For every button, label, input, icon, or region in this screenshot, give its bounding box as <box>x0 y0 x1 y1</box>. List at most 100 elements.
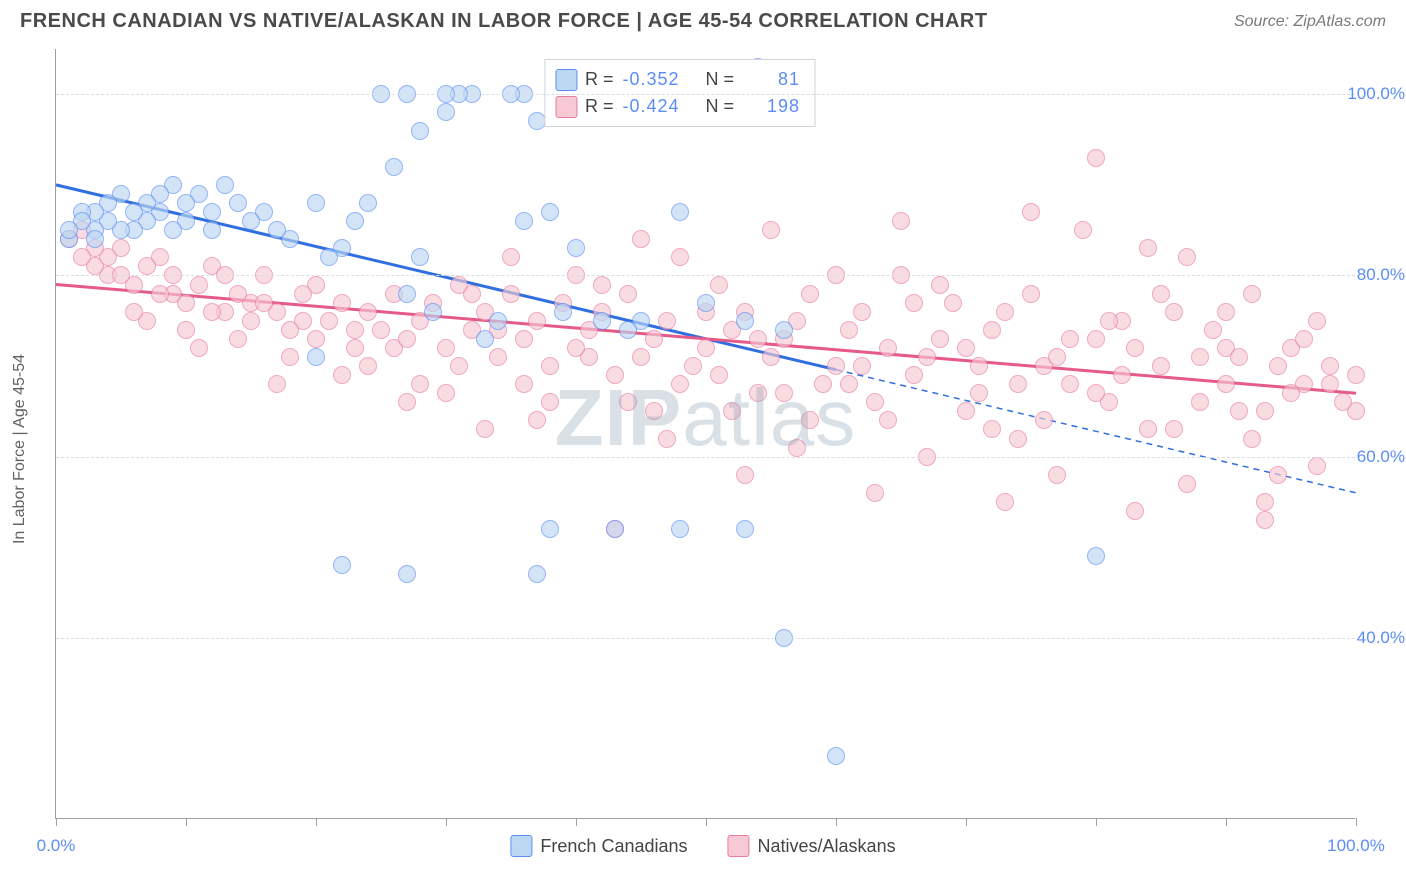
scatter-point-series-1 <box>307 330 325 348</box>
scatter-point-series-1 <box>931 276 949 294</box>
scatter-point-series-0 <box>411 248 429 266</box>
scatter-point-series-1 <box>970 357 988 375</box>
scatter-point-series-1 <box>1022 203 1040 221</box>
scatter-point-series-1 <box>671 248 689 266</box>
scatter-point-series-0 <box>60 221 78 239</box>
scatter-point-series-1 <box>125 303 143 321</box>
r-label: R = <box>585 93 614 120</box>
scatter-point-series-1 <box>437 384 455 402</box>
y-tick-label: 80.0% <box>1345 265 1405 285</box>
scatter-point-series-0 <box>528 565 546 583</box>
scatter-point-series-1 <box>1282 384 1300 402</box>
scatter-point-series-1 <box>1269 466 1287 484</box>
scatter-point-series-1 <box>281 321 299 339</box>
scatter-point-series-1 <box>1178 475 1196 493</box>
legend-item-0: French Canadians <box>510 835 687 857</box>
scatter-point-series-1 <box>502 248 520 266</box>
scatter-point-series-1 <box>1230 402 1248 420</box>
scatter-point-series-0 <box>320 248 338 266</box>
scatter-point-series-1 <box>1308 312 1326 330</box>
gridline-y <box>56 638 1355 639</box>
gridline-y <box>56 457 1355 458</box>
scatter-point-series-1 <box>775 384 793 402</box>
scatter-point-series-1 <box>710 366 728 384</box>
stats-row-1: R = -0.424 N = 198 <box>555 93 800 120</box>
scatter-point-series-0 <box>437 103 455 121</box>
scatter-point-series-1 <box>788 439 806 457</box>
scatter-point-series-1 <box>996 303 1014 321</box>
scatter-point-series-1 <box>177 294 195 312</box>
scatter-point-series-1 <box>333 366 351 384</box>
scatter-point-series-1 <box>749 330 767 348</box>
scatter-point-series-1 <box>346 321 364 339</box>
x-tick <box>446 818 447 826</box>
x-tick <box>1356 818 1357 826</box>
scatter-point-series-1 <box>1165 420 1183 438</box>
legend-label-1: Natives/Alaskans <box>758 836 896 857</box>
scatter-point-series-1 <box>866 484 884 502</box>
scatter-point-series-1 <box>1165 303 1183 321</box>
scatter-point-series-1 <box>476 420 494 438</box>
scatter-point-series-1 <box>294 285 312 303</box>
scatter-point-series-1 <box>606 366 624 384</box>
scatter-point-series-1 <box>1321 357 1339 375</box>
scatter-point-series-1 <box>1100 312 1118 330</box>
scatter-point-series-0 <box>177 194 195 212</box>
scatter-point-series-0 <box>242 212 260 230</box>
scatter-point-series-0 <box>229 194 247 212</box>
plot-area: R = -0.352 N = 81 R = -0.424 N = 198 ZIP… <box>55 49 1355 819</box>
x-tick <box>186 818 187 826</box>
scatter-point-series-0 <box>697 294 715 312</box>
scatter-point-series-1 <box>892 212 910 230</box>
legend-swatch-1 <box>728 835 750 857</box>
r-value-0: -0.352 <box>622 66 680 93</box>
scatter-point-series-1 <box>736 466 754 484</box>
scatter-point-series-1 <box>437 339 455 357</box>
scatter-point-series-0 <box>736 520 754 538</box>
scatter-point-series-1 <box>1087 330 1105 348</box>
scatter-point-series-1 <box>1269 357 1287 375</box>
scatter-point-series-0 <box>541 203 559 221</box>
scatter-point-series-0 <box>567 239 585 257</box>
scatter-point-series-1 <box>1061 330 1079 348</box>
x-tick-label: 0.0% <box>37 836 76 856</box>
scatter-point-series-1 <box>918 348 936 366</box>
y-axis-label: In Labor Force | Age 45-54 <box>11 354 29 544</box>
scatter-point-series-0 <box>515 212 533 230</box>
scatter-point-series-1 <box>1009 430 1027 448</box>
scatter-point-series-1 <box>840 321 858 339</box>
scatter-point-series-0 <box>398 565 416 583</box>
scatter-point-series-1 <box>346 339 364 357</box>
x-tick <box>576 818 577 826</box>
scatter-point-series-0 <box>424 303 442 321</box>
scatter-point-series-1 <box>684 357 702 375</box>
scatter-point-series-1 <box>1126 339 1144 357</box>
gridline-y <box>56 275 1355 276</box>
scatter-point-series-1 <box>905 366 923 384</box>
scatter-point-series-1 <box>671 375 689 393</box>
r-value-1: -0.424 <box>622 93 680 120</box>
scatter-point-series-1 <box>1009 375 1027 393</box>
scatter-point-series-1 <box>359 303 377 321</box>
scatter-point-series-1 <box>1295 330 1313 348</box>
scatter-point-series-0 <box>359 194 377 212</box>
y-tick-label: 60.0% <box>1345 447 1405 467</box>
x-tick <box>316 818 317 826</box>
scatter-point-series-1 <box>1087 384 1105 402</box>
scatter-point-series-1 <box>931 330 949 348</box>
scatter-point-series-1 <box>801 411 819 429</box>
scatter-point-series-0 <box>398 285 416 303</box>
trend-lines-svg <box>56 49 1355 818</box>
scatter-point-series-1 <box>1243 430 1261 448</box>
scatter-point-series-1 <box>1347 366 1365 384</box>
scatter-point-series-1 <box>1139 420 1157 438</box>
scatter-point-series-0 <box>268 221 286 239</box>
scatter-point-series-0 <box>736 312 754 330</box>
scatter-point-series-0 <box>593 312 611 330</box>
scatter-point-series-1 <box>866 393 884 411</box>
swatch-series-1 <box>555 96 577 118</box>
n-label: N = <box>706 66 735 93</box>
scatter-point-series-1 <box>1152 357 1170 375</box>
swatch-series-0 <box>555 69 577 91</box>
scatter-point-series-1 <box>1048 348 1066 366</box>
